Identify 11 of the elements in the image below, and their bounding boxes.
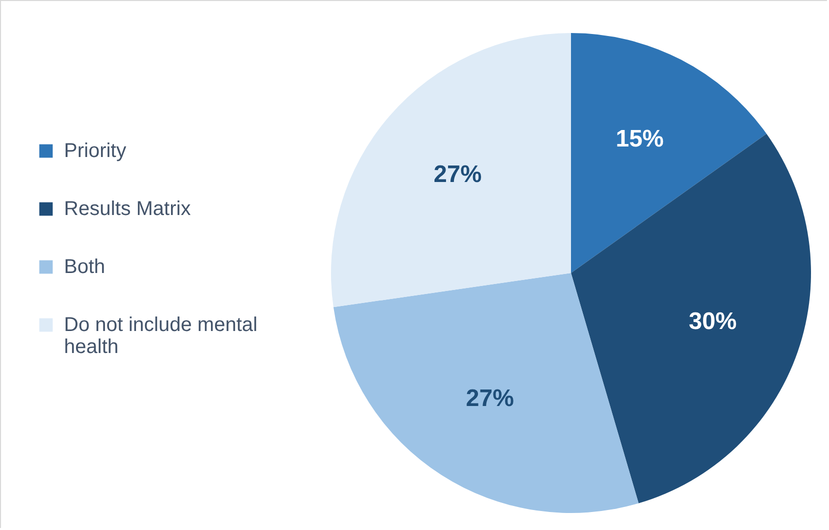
- legend-label: Priority: [64, 140, 126, 162]
- data-label: 30%: [688, 308, 737, 336]
- data-label: 27%: [434, 160, 482, 188]
- legend-label: Both: [64, 256, 106, 278]
- pie-slice: [331, 33, 571, 308]
- pie-slice: [333, 273, 639, 513]
- data-label: 27%: [466, 385, 514, 412]
- legend-label: Results Matrix: [64, 198, 191, 220]
- legend-label: Do not include mental health: [64, 314, 258, 358]
- pie-slice: [571, 33, 766, 273]
- data-label: 15%: [616, 126, 664, 153]
